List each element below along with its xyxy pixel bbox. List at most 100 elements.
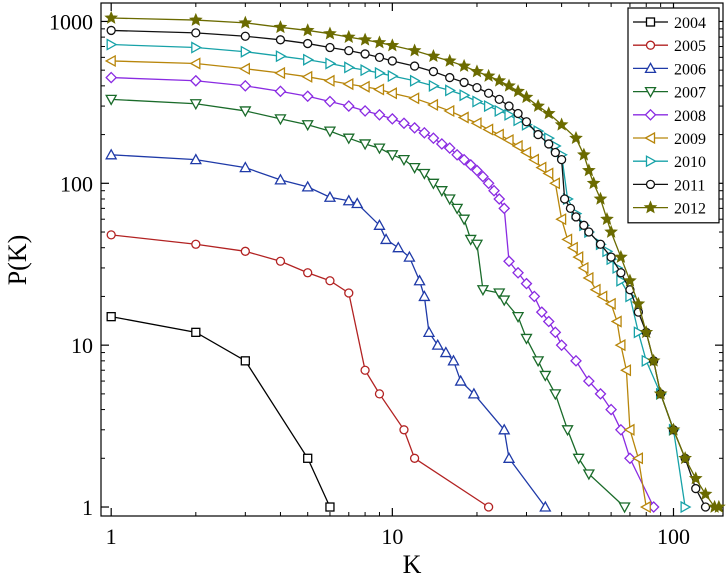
data-point-2005 <box>483 502 494 512</box>
data-point-2012 <box>586 176 601 190</box>
data-point-2008 <box>482 177 495 190</box>
data-point-2008 <box>549 326 562 339</box>
data-point-2009 <box>323 74 335 87</box>
legend-marker <box>644 62 657 74</box>
data-point-2009 <box>443 104 455 118</box>
legend-label: 2008 <box>674 108 706 125</box>
data-point-2012 <box>492 73 507 87</box>
data-point-2009 <box>528 153 540 166</box>
data-point-2009 <box>238 62 250 75</box>
data-point-2007 <box>539 370 552 382</box>
data-point-2007 <box>105 94 118 106</box>
data-point-2010 <box>325 57 337 70</box>
data-point-2011 <box>344 46 354 56</box>
data-point-2009 <box>535 161 547 174</box>
data-point-2010 <box>459 89 471 102</box>
data-point-2009 <box>457 111 469 124</box>
x-tick-label: 1 <box>106 524 117 549</box>
data-point-2012 <box>407 43 422 57</box>
data-point-2007 <box>342 133 355 145</box>
data-point-2009 <box>520 146 532 159</box>
data-point-2009 <box>566 241 578 254</box>
data-point-2011 <box>445 72 455 83</box>
data-point-2011 <box>106 25 116 36</box>
y-tick-label: 1000 <box>49 9 93 34</box>
legend-label: 2011 <box>674 177 705 194</box>
data-point-2007 <box>418 168 431 180</box>
data-point-2012 <box>698 487 713 501</box>
data-point-2010 <box>106 38 118 51</box>
data-point-2008 <box>555 339 568 352</box>
data-point-2009 <box>620 364 632 377</box>
data-point-2011 <box>428 66 439 77</box>
data-point-2009 <box>274 66 286 80</box>
data-point-2012 <box>577 147 591 161</box>
legend-label: 2007 <box>674 85 706 102</box>
legend-label: 2006 <box>674 61 706 78</box>
data-point-2007 <box>511 312 525 323</box>
data-point-2008 <box>189 74 202 87</box>
series-2004 <box>106 312 335 512</box>
data-point-2009 <box>555 213 567 226</box>
data-point-2009 <box>604 297 616 310</box>
data-point-2007 <box>427 178 440 190</box>
data-point-2012 <box>604 224 618 238</box>
data-point-2011 <box>483 88 494 98</box>
data-point-2011 <box>691 483 701 494</box>
plot-area-frame <box>100 2 724 517</box>
data-point-2006 <box>447 354 460 366</box>
data-point-2009 <box>373 83 385 96</box>
data-point-2007 <box>572 453 585 465</box>
data-point-2008 <box>488 184 500 197</box>
legend-item-2012: 2012 <box>633 200 706 218</box>
data-point-2004 <box>106 312 116 322</box>
data-point-2008 <box>614 423 627 436</box>
data-point-2007 <box>397 154 411 166</box>
data-point-2008 <box>464 158 477 171</box>
data-point-2008 <box>386 112 399 125</box>
legend-marker <box>643 200 658 214</box>
data-point-2009 <box>572 250 584 264</box>
legend-marker <box>645 17 656 27</box>
data-point-2012 <box>457 58 471 72</box>
data-point-2011 <box>325 42 335 53</box>
data-point-2006 <box>413 274 426 286</box>
data-point-2012 <box>631 296 646 310</box>
data-point-2012 <box>569 130 583 144</box>
data-point-2009 <box>610 315 622 328</box>
data-point-2010 <box>374 66 386 80</box>
data-point-2007 <box>532 356 545 368</box>
data-point-2005 <box>275 256 286 266</box>
series-2006 <box>105 148 552 512</box>
data-point-2011 <box>303 38 313 49</box>
data-point-2011 <box>544 139 554 149</box>
data-point-2012 <box>623 273 637 287</box>
data-point-2007 <box>582 469 595 481</box>
data-point-2006 <box>392 241 405 253</box>
data-point-2009 <box>385 87 397 100</box>
data-point-2007 <box>189 99 202 111</box>
data-point-2009 <box>482 123 494 136</box>
data-point-2009 <box>596 290 608 303</box>
series-2009 <box>104 54 651 514</box>
data-point-2010 <box>504 108 516 121</box>
data-point-2011 <box>409 61 420 71</box>
data-point-2007 <box>274 114 287 126</box>
data-point-2012 <box>442 53 457 67</box>
data-point-2009 <box>301 70 313 83</box>
legend-label: 2004 <box>674 15 706 32</box>
data-point-2006 <box>539 500 552 512</box>
data-point-2010 <box>616 274 628 287</box>
data-point-2008 <box>498 202 511 215</box>
data-point-2011 <box>459 77 469 88</box>
data-point-2005 <box>240 246 250 256</box>
data-point-2011 <box>191 28 201 38</box>
data-point-2006 <box>323 190 337 202</box>
data-point-2007 <box>618 502 631 514</box>
data-point-2010 <box>494 104 506 118</box>
data-point-2004 <box>191 327 201 337</box>
data-point-2012 <box>554 117 569 131</box>
data-point-2007 <box>443 194 456 206</box>
data-point-2011 <box>556 154 567 165</box>
